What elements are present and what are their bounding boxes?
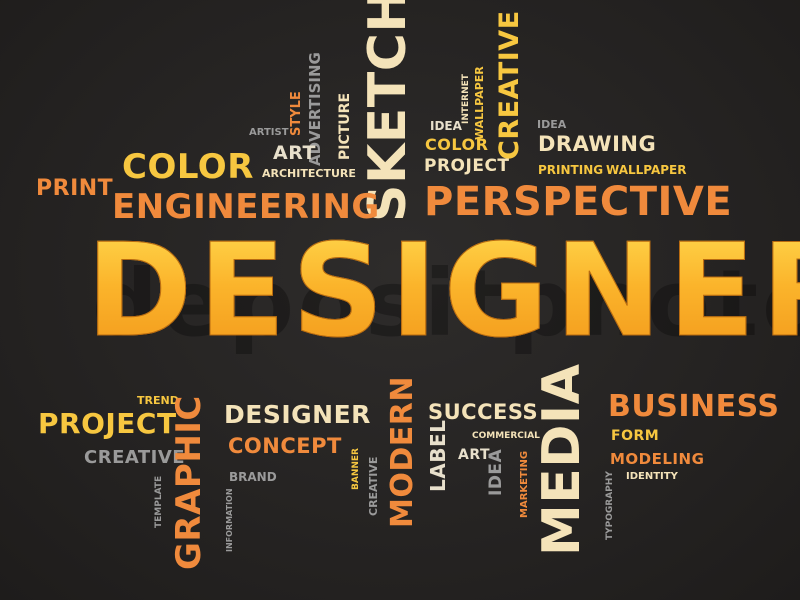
word-designer-small: DESIGNER <box>224 400 371 429</box>
word-internet: INTERNET <box>461 74 471 124</box>
word-template: TEMPLATE <box>154 475 164 528</box>
word-wallpaper-vertical: WALLPAPER <box>473 66 486 140</box>
word-label: LABEL <box>426 419 450 492</box>
word-identity: IDENTITY <box>626 471 678 482</box>
main-word-designer: DESIGNER <box>86 227 800 356</box>
word-modern: MODERN <box>385 376 420 528</box>
word-artist: ARTIST <box>249 127 289 138</box>
word-picture: PICTURE <box>337 92 353 160</box>
word-project-bottom: PROJECT <box>38 407 177 440</box>
word-commercial: COMMERCIAL <box>472 431 540 441</box>
word-color-small: COLOR <box>425 135 489 154</box>
word-creative-bottom: CREATIVE <box>84 447 186 468</box>
word-concept: CONCEPT <box>228 434 342 458</box>
word-idea-right: IDEA <box>537 118 567 131</box>
word-business: BUSINESS <box>608 389 780 424</box>
word-banner: BANNER <box>351 448 361 490</box>
word-idea-top: IDEA <box>430 119 462 133</box>
word-wallpaper-horizontal: WALLPAPER <box>606 163 687 177</box>
word-engineering: ENGINEERING <box>112 187 380 227</box>
word-creative-top: CREATIVE <box>494 10 525 160</box>
word-project-top: PROJECT <box>424 156 510 176</box>
word-art-bottom: ART <box>458 447 491 463</box>
word-drawing: DRAWING <box>538 132 657 156</box>
word-media: MEDIA <box>532 363 592 556</box>
word-architecture: ARCHITECTURE <box>262 167 356 180</box>
word-marketing: MARKETING <box>519 450 530 518</box>
word-color-big: COLOR <box>122 147 254 187</box>
word-printing: PRINTING <box>538 163 604 177</box>
word-art-top: ART <box>273 142 316 164</box>
word-trend: TREND <box>137 394 179 407</box>
watermark-text: depositphotos <box>92 258 800 350</box>
word-graphic: GRAPHIC <box>169 395 209 570</box>
word-information: INFORMATION <box>225 488 234 552</box>
word-perspective: PERSPECTIVE <box>424 179 733 225</box>
word-style: STYLE <box>289 91 304 136</box>
word-form: FORM <box>611 428 660 444</box>
word-brand: BRAND <box>229 470 277 484</box>
word-creative-vertical: CREATIVE <box>367 456 380 516</box>
word-print: PRINT <box>36 176 114 201</box>
word-typography: TYPOGRAPHY <box>605 471 615 540</box>
word-idea-bottom: IDEA <box>486 448 506 496</box>
word-modeling: MODELING <box>610 450 705 468</box>
word-success: SUCCESS <box>428 400 539 424</box>
